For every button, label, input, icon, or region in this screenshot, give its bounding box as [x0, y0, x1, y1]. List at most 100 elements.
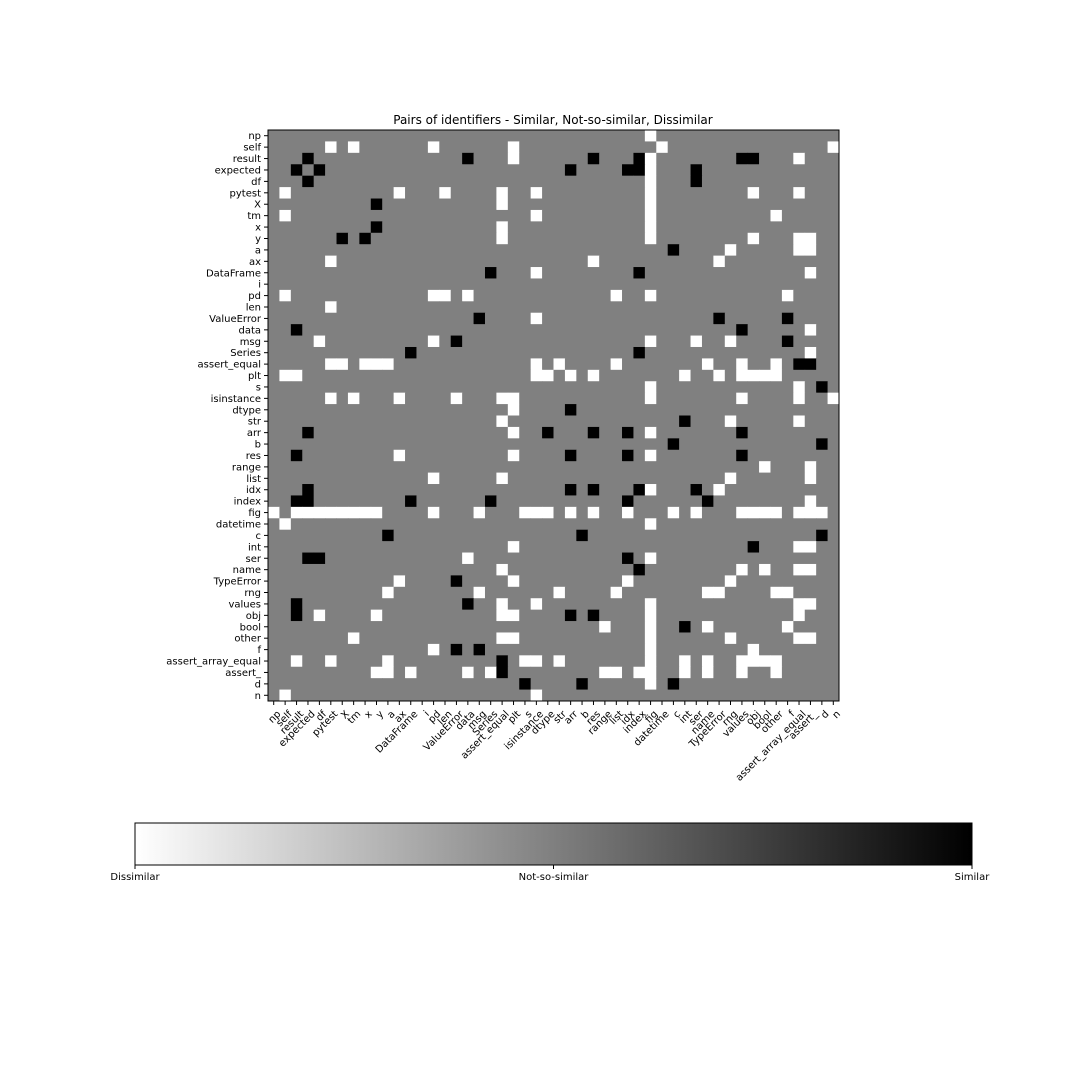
heatmap-cell	[576, 586, 589, 599]
heatmap-cell	[724, 541, 737, 553]
heatmap-cell	[701, 130, 714, 142]
heatmap-cell	[290, 404, 303, 416]
y-tick-label: fig	[248, 508, 261, 519]
heatmap-cell	[359, 187, 372, 199]
heatmap-cell	[359, 346, 372, 359]
heatmap-cell	[804, 232, 817, 245]
heatmap-cell	[302, 369, 315, 382]
heatmap-cell	[781, 244, 794, 257]
heatmap-cell	[382, 518, 395, 531]
heatmap-cell	[336, 301, 349, 314]
heatmap-cell	[530, 164, 543, 177]
heatmap-cell	[622, 335, 634, 348]
heatmap-cell	[336, 438, 349, 451]
heatmap-cell	[473, 438, 486, 451]
heatmap-cell	[633, 678, 646, 690]
heatmap-cell	[747, 198, 760, 211]
heatmap-cell	[393, 632, 406, 645]
heatmap-cell	[519, 381, 532, 394]
heatmap-cell	[370, 232, 383, 245]
heatmap-cell	[656, 598, 669, 611]
heatmap-cell	[804, 346, 817, 359]
heatmap-cell	[724, 495, 737, 508]
heatmap-cell	[427, 484, 440, 496]
heatmap-cell	[507, 438, 520, 451]
heatmap-cell	[393, 221, 406, 234]
heatmap-cell	[770, 426, 783, 439]
heatmap-cell	[325, 415, 337, 428]
heatmap-cell	[770, 278, 783, 291]
heatmap-cell	[690, 415, 703, 428]
heatmap-cell	[347, 666, 360, 679]
heatmap-cell	[370, 506, 383, 519]
heatmap-cell	[530, 369, 543, 382]
heatmap-cell	[816, 529, 828, 542]
heatmap-cell	[690, 267, 703, 279]
heatmap-cell	[827, 506, 840, 519]
heatmap-cell	[359, 278, 372, 291]
heatmap-cell	[724, 586, 737, 599]
heatmap-cell	[393, 666, 406, 679]
heatmap-cell	[701, 506, 714, 519]
heatmap-cell	[302, 209, 315, 222]
heatmap-cell	[370, 255, 383, 268]
y-tick-label: result	[233, 154, 261, 165]
heatmap-cell	[667, 666, 680, 679]
heatmap-cell	[781, 346, 794, 359]
heatmap-cell	[679, 678, 691, 690]
heatmap-cell	[359, 255, 372, 268]
heatmap-cell	[793, 438, 806, 451]
heatmap-cell	[759, 221, 771, 234]
heatmap-cell	[542, 278, 554, 291]
heatmap-cell	[736, 244, 749, 257]
heatmap-cell	[268, 506, 280, 519]
heatmap-cell	[724, 506, 737, 519]
heatmap-cell	[325, 666, 337, 679]
heatmap-cell	[622, 449, 634, 462]
heatmap-cell	[781, 438, 794, 451]
heatmap-cell	[519, 278, 532, 291]
heatmap-cell	[439, 586, 452, 599]
heatmap-cell	[382, 232, 395, 245]
heatmap-cell	[268, 255, 280, 268]
heatmap-cell	[290, 187, 303, 199]
heatmap-cell	[416, 449, 429, 462]
heatmap-cell	[690, 621, 703, 633]
heatmap-cell	[542, 609, 554, 622]
heatmap-cell	[336, 152, 349, 165]
heatmap-cell	[496, 598, 509, 611]
heatmap-cell	[382, 529, 395, 542]
heatmap-cell	[370, 575, 383, 588]
heatmap-cell	[656, 175, 669, 188]
heatmap-cell	[439, 187, 452, 199]
heatmap-cell	[564, 187, 577, 199]
heatmap-cell	[827, 495, 840, 508]
heatmap-cell	[370, 449, 383, 462]
heatmap-cell	[781, 586, 794, 599]
heatmap-cell	[781, 495, 794, 508]
heatmap-cell	[290, 130, 303, 142]
heatmap-cell	[793, 152, 806, 165]
heatmap-cell	[759, 472, 771, 485]
heatmap-cell	[679, 563, 691, 576]
heatmap-cell	[530, 586, 543, 599]
heatmap-cell	[724, 369, 737, 382]
heatmap-cell	[382, 335, 395, 348]
heatmap-cell	[759, 678, 771, 690]
heatmap-cell	[279, 541, 292, 553]
heatmap-cell	[325, 289, 337, 302]
heatmap-cell	[302, 575, 315, 588]
heatmap-cell	[553, 678, 566, 690]
heatmap-cell	[325, 301, 337, 314]
heatmap-cell	[519, 152, 532, 165]
heatmap-cell	[427, 152, 440, 165]
x-tick-label: arr	[562, 708, 580, 726]
heatmap-cell	[519, 198, 532, 211]
heatmap-cell	[759, 335, 771, 348]
heatmap-cell	[496, 164, 509, 177]
heatmap-cell	[359, 289, 372, 302]
heatmap-cell	[416, 141, 429, 154]
heatmap-cell	[770, 187, 783, 199]
heatmap-cell	[827, 346, 840, 359]
y-tick-label: ValueError	[209, 314, 262, 325]
